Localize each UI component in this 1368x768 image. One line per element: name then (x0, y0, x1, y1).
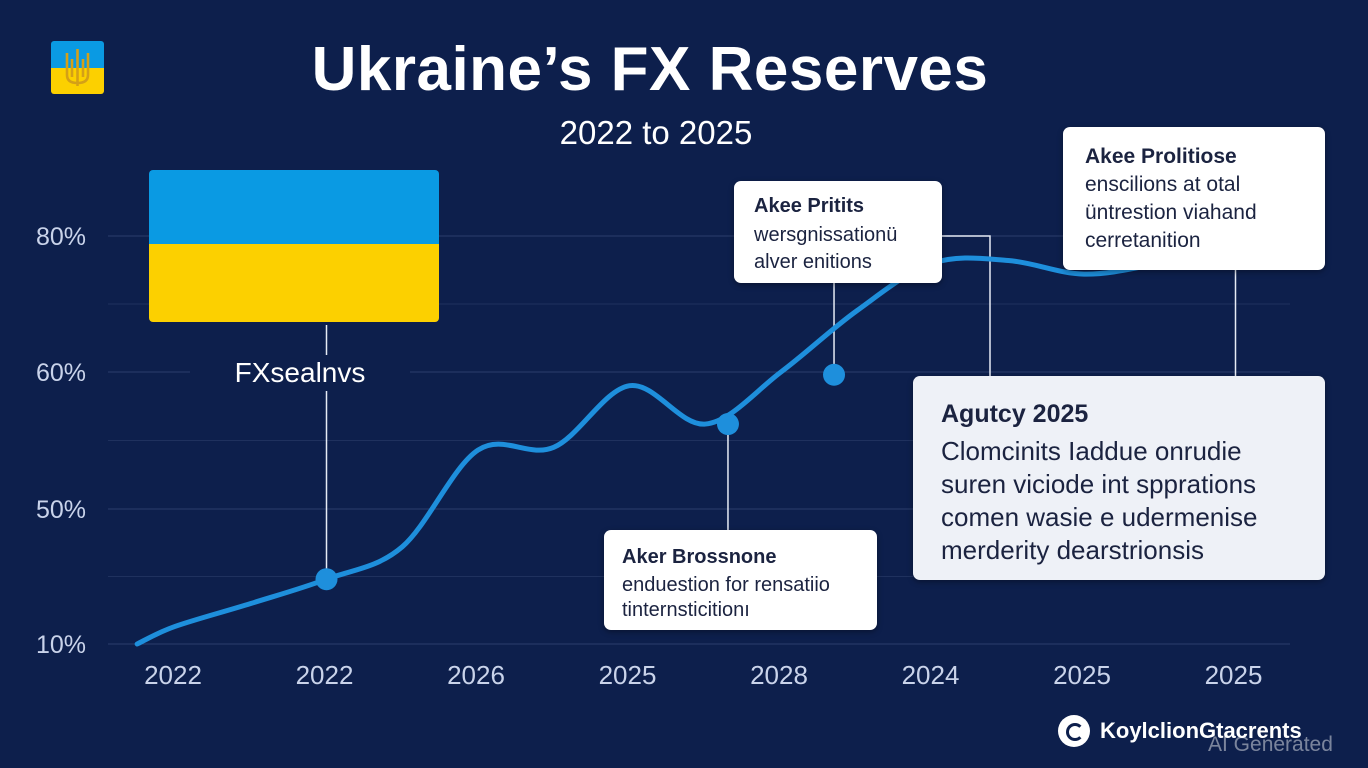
flag-blue-stripe (149, 170, 439, 244)
callout-title: Akee Prolitiose (1085, 145, 1237, 168)
annotation-callout-1: Akee Pritits wersgnissationü alver eniti… (734, 181, 942, 283)
ukraine-flag-image (149, 170, 439, 322)
x-tick-label: 2028 (750, 660, 808, 690)
callout-line: alver enitions (754, 251, 872, 273)
y-tick-label: 80% (36, 223, 86, 251)
x-tick-label: 2026 (447, 660, 505, 690)
annotation-callout-4: Agutcy 2025 Clomcinits Iaddue onrudie su… (913, 376, 1325, 580)
data-point-marker (823, 363, 846, 386)
annotation-callout-3: Aker Brossnone enduestion for rensatiio … (604, 530, 877, 630)
x-tick-label: 2025 (1053, 660, 1111, 690)
series-line (134, 243, 1238, 647)
x-tick-label: 2025 (1205, 660, 1263, 690)
callout-line: suren viciode int spprations (941, 469, 1257, 499)
watermark: AI Generated (1208, 733, 1333, 756)
callout-line: üntrestion viahand (1085, 201, 1257, 224)
x-tick-label: 2025 (599, 660, 657, 690)
callout-line: comen wasie e udermenise (941, 502, 1258, 532)
callout-title: Akee Pritits (754, 195, 865, 217)
ukraine-trident-icon (51, 41, 104, 94)
data-point-marker (315, 568, 338, 591)
x-tick-label: 2022 (296, 660, 354, 690)
brand-logo-icon (1058, 715, 1090, 747)
annotation-callout-2: Akee Prolitiose enscilions at otal üntre… (1063, 127, 1325, 270)
flag-label: FXsealnvs (190, 355, 410, 391)
data-point-marker (716, 413, 739, 436)
y-tick-label: 50% (36, 496, 86, 524)
y-tick-label: 10% (36, 631, 86, 659)
callout-line: wersgnissationü (754, 224, 898, 246)
x-tick-label: 2024 (902, 660, 960, 690)
chart-title: Ukraine’s FX Reserves (311, 35, 989, 104)
callout-title: Agutcy 2025 (941, 400, 1089, 428)
callout-line: enscilions at otal (1085, 173, 1241, 196)
x-tick-label: 2022 (144, 660, 202, 690)
callout-connector (942, 235, 991, 376)
callout-title: Aker Brossnone (622, 546, 777, 568)
brand-mark: KoylclionGtacrents (1058, 713, 1302, 749)
callout-line: enduestion for rensatiio (622, 574, 830, 596)
chart-subtitle: 2022 to 2025 (559, 114, 753, 151)
y-tick-label: 60% (36, 359, 86, 387)
brand-name: KoylclionGtacrents (1100, 718, 1302, 743)
flag-yellow-stripe (149, 244, 439, 322)
callout-line: cerretanition (1085, 229, 1201, 252)
callout-line: merderity dearstrionsis (941, 535, 1204, 565)
callout-line: tinternsticitionı (622, 599, 750, 621)
callout-line: Clomcinits Iaddue onrudie (941, 436, 1242, 466)
